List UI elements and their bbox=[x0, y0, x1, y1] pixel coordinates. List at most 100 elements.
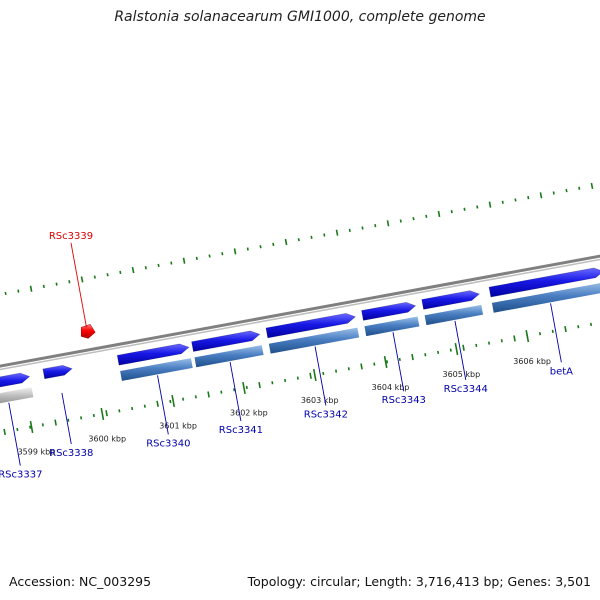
gene-arrow-RSc3340 bbox=[116, 343, 190, 366]
upper-tick-mark bbox=[272, 242, 275, 246]
lower-tick-mark bbox=[551, 329, 554, 334]
lower-tick-mark bbox=[233, 388, 236, 392]
callout-line-betA bbox=[550, 303, 562, 363]
lower-tick-mark bbox=[207, 391, 210, 398]
lower-tick-mark bbox=[118, 409, 121, 413]
upper-tick-mark bbox=[80, 276, 84, 283]
lower-tick-mark bbox=[385, 360, 389, 364]
gene-product-bar-RSc3343 bbox=[364, 316, 420, 337]
accession-text: Accession: NC_003295 bbox=[9, 574, 152, 589]
callout-line-RSc3340 bbox=[157, 375, 169, 435]
upper-tick-mark bbox=[476, 205, 479, 209]
gene-label-RSc3343: RSc3343 bbox=[382, 395, 426, 406]
upper-tick-mark bbox=[450, 210, 453, 214]
lower-tick-mark bbox=[258, 382, 261, 389]
upper-tick-mark bbox=[527, 196, 530, 200]
upper-tick-mark bbox=[425, 214, 428, 218]
gene-product-bar-RSc3340 bbox=[120, 358, 193, 381]
lower-tick-mark bbox=[398, 357, 401, 362]
lower-tick-mark bbox=[347, 367, 350, 371]
upper-tick-mark bbox=[42, 284, 45, 289]
gene-product-bar-RSc3342 bbox=[268, 327, 360, 354]
upper-tick-mark bbox=[501, 200, 504, 204]
lower-tick-mark bbox=[373, 362, 376, 366]
lower-tick-mark bbox=[169, 399, 172, 404]
upper-tick-mark bbox=[335, 229, 339, 236]
lower-tick-mark bbox=[143, 404, 146, 408]
upper-tick-mark bbox=[157, 263, 160, 268]
gene-label-RSc3337: RSc3337 bbox=[0, 470, 42, 481]
gene-label-RSc3342: RSc3342 bbox=[304, 410, 348, 421]
scale-label: 3600 kbp bbox=[88, 435, 126, 444]
upper-tick-mark bbox=[221, 252, 224, 256]
lower-tick-mark bbox=[436, 350, 440, 355]
upper-tick-mark bbox=[437, 210, 441, 218]
lower-tick-mark bbox=[182, 397, 185, 401]
upper-tick-mark bbox=[93, 275, 96, 279]
lower-tick-mark bbox=[487, 341, 491, 345]
scale-label: 3602 kbp bbox=[230, 409, 268, 418]
lower-tick-mark bbox=[500, 339, 503, 343]
genome-backbone-shadow bbox=[0, 258, 600, 371]
upper-tick-mark bbox=[246, 247, 249, 251]
callout-line-RSc3342 bbox=[314, 346, 327, 406]
lower-tick-mark bbox=[131, 406, 134, 411]
scale-tick-mark bbox=[171, 394, 176, 408]
lower-tick-mark bbox=[411, 354, 414, 361]
lower-tick-mark bbox=[220, 390, 223, 394]
scale-label: 3603 kbp bbox=[301, 396, 339, 405]
callout-line-RSc3339 bbox=[70, 242, 87, 328]
upper-tick-mark bbox=[195, 256, 198, 261]
upper-tick-mark bbox=[170, 261, 173, 265]
scale-tick-mark bbox=[242, 381, 246, 395]
gene-label-RSc3341: RSc3341 bbox=[219, 425, 263, 436]
upper-tick-mark bbox=[590, 182, 594, 190]
upper-tick-mark bbox=[488, 201, 492, 208]
scale-tick-mark bbox=[29, 420, 34, 433]
lower-tick-mark bbox=[538, 332, 542, 336]
gene-product-bar-betA bbox=[491, 283, 600, 313]
callout-line-RSc3341 bbox=[229, 362, 242, 422]
upper-tick-mark bbox=[310, 235, 313, 239]
upper-tick-mark bbox=[208, 254, 211, 258]
lower-tick-mark bbox=[462, 344, 465, 351]
upper-tick-mark bbox=[386, 220, 390, 227]
upper-tick-mark bbox=[348, 228, 351, 232]
scale-label: 3604 kbp bbox=[372, 383, 410, 392]
upper-tick-mark bbox=[284, 238, 288, 246]
upper-tick-mark bbox=[259, 245, 262, 249]
gene-arrow-RSc3342 bbox=[265, 313, 356, 339]
genome-summary-text: Topology: circular; Length: 3,716,413 bp… bbox=[247, 574, 591, 589]
upper-tick-mark bbox=[374, 224, 377, 228]
gene-label-RSc3344: RSc3344 bbox=[444, 384, 488, 395]
upper-tick-mark bbox=[399, 219, 402, 223]
gene-arrow-RSc3337 bbox=[0, 372, 31, 388]
upper-tick-mark bbox=[463, 207, 466, 211]
scale-tick-mark bbox=[312, 368, 317, 382]
scale-label: 3601 kbp bbox=[159, 422, 197, 431]
upper-tick-mark bbox=[4, 291, 7, 296]
lower-tick-mark bbox=[105, 410, 108, 417]
upper-tick-mark bbox=[565, 188, 568, 193]
gene-product-bar-RSc3337 bbox=[0, 387, 34, 404]
gene-arrow-RSc3339 bbox=[80, 324, 96, 339]
lower-tick-mark bbox=[589, 322, 593, 326]
callout-line-RSc3344 bbox=[454, 320, 467, 380]
upper-tick-mark bbox=[323, 233, 326, 237]
gene-label-RSc3340: RSc3340 bbox=[146, 438, 190, 449]
upper-tick-mark bbox=[119, 270, 122, 275]
scale-tick-mark bbox=[100, 407, 105, 421]
lower-tick-mark bbox=[92, 413, 95, 418]
lower-tick-mark bbox=[194, 395, 197, 399]
callout-line-RSc3343 bbox=[392, 332, 405, 392]
gene-arrow-RSc3343 bbox=[361, 302, 417, 321]
gene-arrow-RSc3344 bbox=[421, 290, 480, 310]
lower-tick-mark bbox=[296, 376, 299, 380]
lower-tick-mark bbox=[80, 416, 83, 420]
lower-tick-mark bbox=[577, 325, 580, 329]
lower-tick-mark bbox=[67, 418, 70, 422]
upper-tick-mark bbox=[131, 266, 135, 274]
upper-tick-mark bbox=[514, 198, 517, 202]
lower-tick-mark bbox=[475, 343, 478, 348]
